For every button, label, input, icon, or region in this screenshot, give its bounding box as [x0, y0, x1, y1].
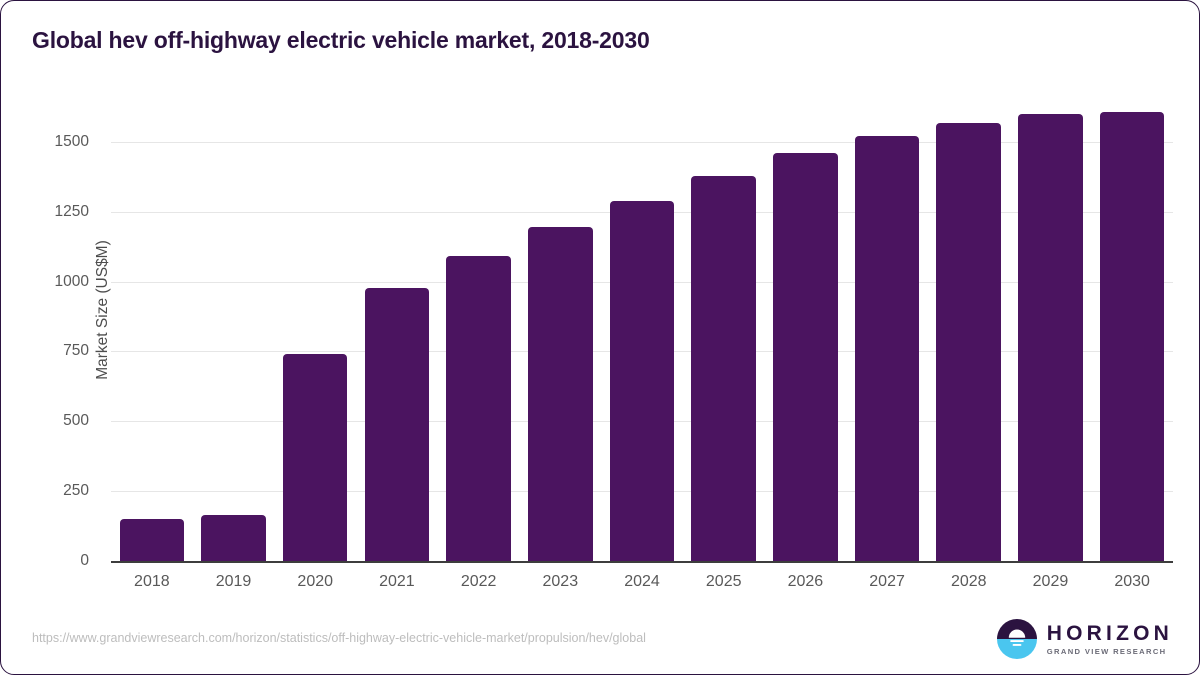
- bar-group: 2022: [438, 101, 520, 590]
- y-axis-tick-label: 1000: [54, 272, 89, 290]
- y-axis-tick-label: 500: [63, 412, 89, 430]
- bar-group: 2026: [765, 101, 847, 590]
- x-axis-tick-label: 2019: [215, 573, 252, 590]
- x-axis-tick-label: 2027: [869, 573, 905, 590]
- logo-text: HORIZON GRAND VIEW RESEARCH: [1047, 623, 1173, 656]
- x-axis-tick-label: 2025: [705, 573, 742, 590]
- bar-group: 2027: [846, 101, 928, 590]
- bar[interactable]: [282, 354, 348, 561]
- bar[interactable]: [528, 226, 593, 561]
- bar[interactable]: [854, 135, 920, 561]
- x-axis-tick-label: 2023: [542, 573, 579, 590]
- gridline: [111, 141, 1173, 143]
- x-axis-tick-label: 2024: [624, 573, 660, 590]
- bar-group: 2023: [519, 101, 601, 590]
- bar[interactable]: [1018, 114, 1083, 561]
- x-axis-tick-label: 2030: [1114, 573, 1150, 590]
- logo-subtitle: GRAND VIEW RESEARCH: [1046, 646, 1167, 656]
- source-url[interactable]: https://www.grandviewresearch.com/horizo…: [32, 631, 646, 645]
- y-axis-tick-label: 1250: [54, 202, 89, 220]
- plot-canvas: 0 250 500 750 1000 1250 1500 2018 2019 2020 2021 2…: [55, 101, 1173, 590]
- bar[interactable]: [201, 514, 266, 561]
- bar[interactable]: [936, 122, 1002, 561]
- x-axis-tick-label: 2022: [460, 573, 497, 590]
- bar[interactable]: [364, 287, 430, 561]
- x-axis-tick-label: 2026: [787, 573, 824, 590]
- bar[interactable]: [1099, 111, 1165, 561]
- bar-group: 2018: [111, 101, 193, 590]
- x-axis-tick-label: 2020: [297, 573, 334, 590]
- bar[interactable]: [691, 175, 756, 561]
- horizon-logo[interactable]: HORIZON GRAND VIEW RESEARCH: [996, 616, 1173, 662]
- bar[interactable]: [773, 152, 838, 561]
- y-axis-tick-label: 1500: [54, 132, 89, 150]
- bar-group: 2020: [274, 101, 356, 590]
- x-axis-tick-label: 2028: [950, 573, 987, 590]
- x-axis-tick-label: 2018: [134, 573, 170, 590]
- bar[interactable]: [609, 201, 675, 561]
- y-axis-tick-label: 0: [80, 552, 89, 569]
- bar-group: 2030: [1091, 101, 1173, 590]
- bar-group: 2028: [928, 101, 1010, 590]
- x-axis-tick-label: 2021: [379, 573, 415, 590]
- page-title: Global hev off-highway electric vehicle …: [32, 27, 650, 53]
- x-axis-line: [111, 561, 1173, 563]
- bar[interactable]: [446, 255, 511, 561]
- horizon-sun-icon: [996, 619, 1037, 659]
- bar-group: 2024: [601, 101, 683, 590]
- bar-group: 2029: [1010, 101, 1092, 590]
- bars-group: 2018 2019 2020 2021 2022 2023 2024 2025 2026 2027…: [111, 101, 1173, 590]
- y-axis-tick-label: 250: [63, 482, 89, 500]
- logo-wordmark: HORIZON: [1046, 621, 1173, 645]
- y-axis-title: Market Size (US$M): [94, 240, 111, 380]
- x-axis-tick-label: 2029: [1032, 573, 1069, 590]
- y-axis-tick-label: 750: [63, 342, 89, 360]
- bar-group: 2019: [193, 101, 275, 590]
- bar-group: 2021: [356, 101, 438, 590]
- bar[interactable]: [119, 519, 185, 561]
- bar-group: 2025: [683, 101, 765, 590]
